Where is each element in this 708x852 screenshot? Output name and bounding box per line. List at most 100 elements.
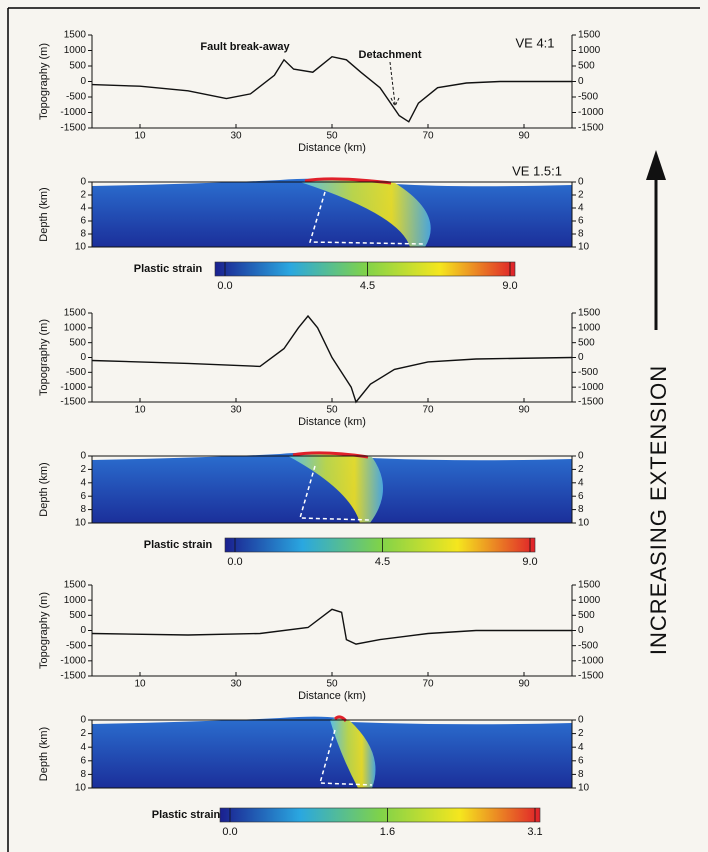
y-tick-label: 500 <box>69 337 86 348</box>
y-tick-label: -1000 <box>60 655 86 666</box>
y-tick-label: 10 <box>75 783 87 794</box>
y2-tick-label: 4 <box>578 477 584 488</box>
colorbar-label: Plastic strain <box>152 809 221 821</box>
field-frame <box>91 719 573 789</box>
fault-zone <box>330 717 376 788</box>
colorbar-label: Plastic strain <box>134 263 203 275</box>
y-tick-label: 6 <box>80 216 86 227</box>
colorbar <box>219 807 541 823</box>
y2-tick-label: 2 <box>578 728 584 739</box>
y-axis-label: Topography (m) <box>38 592 50 669</box>
fault-zone <box>300 179 431 247</box>
y2-tick-label: 6 <box>578 755 584 766</box>
x-tick-label: 90 <box>518 679 530 690</box>
y2-tick-label: 0 <box>578 715 584 726</box>
y2-tick-label: 2 <box>578 464 584 475</box>
colorbar <box>214 261 516 277</box>
y2-tick-label: 2 <box>578 190 584 201</box>
y-tick-label: 1000 <box>64 45 87 56</box>
y-tick-label: 4 <box>80 477 86 488</box>
x-tick-label: 10 <box>134 679 146 690</box>
colorbar-tick-label: 0.0 <box>217 280 232 292</box>
y-tick-label: 2 <box>80 728 86 739</box>
y-tick-label: 2 <box>80 190 86 201</box>
y-tick-label: 0 <box>80 76 86 87</box>
colorbar-tick-label: 0.0 <box>227 556 242 568</box>
y-tick-label: 8 <box>80 769 86 780</box>
colorbar-tick-label: 9.0 <box>502 280 517 292</box>
y2-tick-label: 0 <box>578 177 584 188</box>
strain-field <box>92 716 572 788</box>
y2-tick-label: 6 <box>578 491 584 502</box>
annotation: Fault break-away <box>200 41 290 53</box>
y-tick-label: 6 <box>80 491 86 502</box>
y-tick-label: 8 <box>80 229 86 240</box>
y2-tick-label: 6 <box>578 216 584 227</box>
y2-tick-label: -1000 <box>578 107 604 118</box>
x-tick-label: 90 <box>518 405 530 416</box>
x-tick-label: 30 <box>230 405 242 416</box>
x-tick-label: 70 <box>422 679 434 690</box>
y-tick-label: 6 <box>80 755 86 766</box>
dashed-boundary <box>299 465 371 521</box>
y-tick-label: 0 <box>80 451 86 462</box>
colorbar-label: Plastic strain <box>144 539 213 551</box>
x-tick-label: 30 <box>230 131 242 142</box>
y-tick-label: 1500 <box>64 580 87 591</box>
x-tick-label: 50 <box>326 131 338 142</box>
y2-tick-label: 1500 <box>578 580 601 591</box>
x-tick-label: 70 <box>422 405 434 416</box>
y-tick-label: 8 <box>80 504 86 515</box>
y2-tick-label: 500 <box>578 610 595 621</box>
y2-tick-label: 0 <box>578 352 584 363</box>
y2-tick-label: 1500 <box>578 30 601 41</box>
y2-tick-label: -500 <box>578 92 598 103</box>
y-tick-label: -1500 <box>60 671 86 682</box>
x-tick-label: 90 <box>518 131 530 142</box>
y2-tick-label: 10 <box>578 518 590 529</box>
y-tick-label: -500 <box>66 92 86 103</box>
ve-label: VE 1.5:1 <box>512 163 562 178</box>
y2-tick-label: -1000 <box>578 382 604 393</box>
colorbar <box>224 537 536 553</box>
y-tick-label: 4 <box>80 203 86 214</box>
y-tick-label: -500 <box>66 367 86 378</box>
y2-tick-label: 0 <box>578 451 584 462</box>
y2-tick-label: 10 <box>578 783 590 794</box>
y-axis-label: Depth (km) <box>38 727 50 781</box>
y2-tick-label: -1500 <box>578 123 604 134</box>
y2-tick-label: 1000 <box>578 45 601 56</box>
y2-tick-label: -1000 <box>578 655 604 666</box>
y2-tick-label: 4 <box>578 203 584 214</box>
y2-tick-label: 500 <box>578 61 595 72</box>
y-tick-label: 1500 <box>64 30 87 41</box>
y-tick-label: -1500 <box>60 123 86 134</box>
y2-tick-label: 8 <box>578 769 584 780</box>
y-tick-label: 10 <box>75 242 87 253</box>
y-tick-label: -1500 <box>60 397 86 408</box>
y-tick-label: 1500 <box>64 308 87 319</box>
y2-tick-label: 8 <box>578 504 584 515</box>
x-tick-label: 50 <box>326 405 338 416</box>
y2-tick-label: 0 <box>578 76 584 87</box>
y-tick-label: 500 <box>69 610 86 621</box>
y2-tick-label: 1000 <box>578 322 601 333</box>
y-tick-label: 1000 <box>64 595 87 606</box>
y2-tick-label: 500 <box>578 337 595 348</box>
detachment-arrow <box>389 61 400 108</box>
colorbar-tick-label: 3.1 <box>527 826 542 838</box>
y-tick-label: 2 <box>80 464 86 475</box>
annotation: Detachment <box>359 49 422 61</box>
y-tick-label: -500 <box>66 640 86 651</box>
x-tick-label: 10 <box>134 131 146 142</box>
y2-tick-label: 8 <box>578 229 584 240</box>
y-tick-label: 0 <box>80 352 86 363</box>
x-tick-label: 30 <box>230 679 242 690</box>
x-tick-label: 10 <box>134 405 146 416</box>
y-axis-label: Depth (km) <box>38 187 50 241</box>
y2-tick-label: -500 <box>578 640 598 651</box>
x-axis-label: Distance (km) <box>298 142 366 154</box>
strain-field <box>92 452 572 523</box>
x-tick-label: 70 <box>422 131 434 142</box>
y-tick-label: 10 <box>75 518 87 529</box>
